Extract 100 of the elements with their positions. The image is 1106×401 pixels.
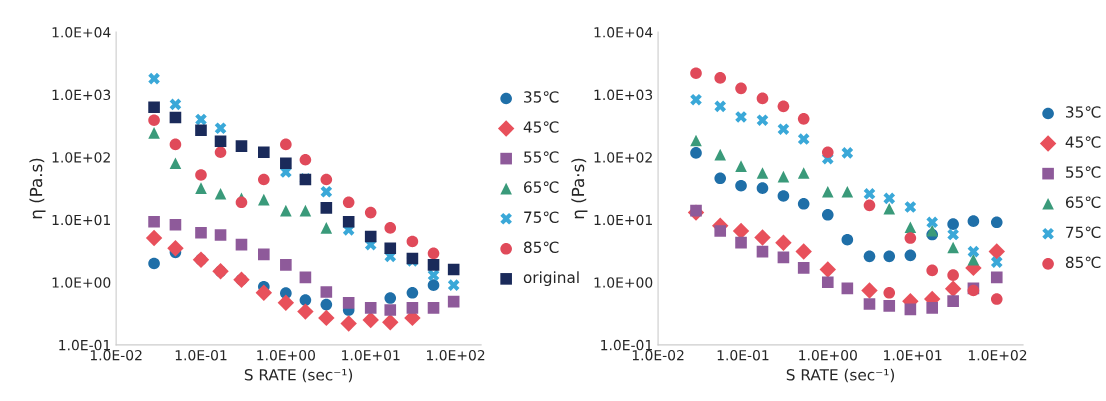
y-axis-title: η (Pa·s) bbox=[571, 158, 588, 219]
point bbox=[990, 271, 1003, 284]
point bbox=[714, 225, 727, 237]
point bbox=[775, 234, 792, 251]
legend-label: 75℃ bbox=[524, 211, 559, 223]
point bbox=[904, 232, 917, 244]
point bbox=[299, 271, 312, 284]
x-tick-label: 1.0E+00 bbox=[799, 349, 857, 361]
x-axis-title: S RATE (sec⁻¹) bbox=[244, 368, 353, 383]
point bbox=[756, 114, 769, 127]
point bbox=[364, 230, 377, 243]
point bbox=[320, 222, 333, 234]
x-tick-label: 1.0E+02 bbox=[427, 349, 485, 361]
point bbox=[735, 236, 747, 249]
point bbox=[777, 100, 790, 113]
y-tick-label: 1.0E+04 bbox=[52, 27, 111, 38]
point bbox=[320, 298, 333, 311]
point bbox=[863, 250, 876, 263]
y-tick-label: 1.0E+00 bbox=[594, 277, 653, 288]
legend-label: 45℃ bbox=[1065, 136, 1101, 148]
point bbox=[926, 264, 939, 277]
point bbox=[841, 185, 854, 198]
point bbox=[904, 221, 917, 234]
legend-label: 85℃ bbox=[523, 241, 559, 254]
point bbox=[320, 202, 333, 214]
point bbox=[362, 311, 379, 329]
point bbox=[821, 208, 834, 221]
point bbox=[214, 146, 227, 159]
point bbox=[714, 100, 727, 113]
point bbox=[195, 113, 207, 126]
point bbox=[427, 279, 440, 291]
point bbox=[797, 113, 810, 125]
legend-label: 55℃ bbox=[1066, 166, 1101, 178]
x-tick-label: 1.0E+01 bbox=[884, 349, 942, 361]
point bbox=[384, 292, 397, 304]
point bbox=[258, 193, 270, 206]
point bbox=[447, 295, 460, 308]
point bbox=[277, 294, 295, 312]
point bbox=[714, 72, 727, 84]
point bbox=[299, 204, 312, 217]
point bbox=[756, 92, 769, 105]
point bbox=[364, 302, 377, 314]
point bbox=[990, 216, 1003, 229]
legend-label: 45℃ bbox=[523, 121, 559, 133]
point bbox=[427, 302, 440, 314]
point bbox=[754, 229, 771, 246]
point bbox=[821, 276, 834, 289]
point bbox=[947, 269, 959, 281]
y-tick-label: 1.0E-01 bbox=[601, 339, 652, 351]
point bbox=[320, 173, 333, 186]
point bbox=[195, 169, 207, 181]
point bbox=[447, 263, 460, 276]
point bbox=[795, 243, 812, 260]
y-tick-label: 1.0E-01 bbox=[59, 339, 110, 351]
point bbox=[947, 295, 959, 307]
point bbox=[926, 216, 939, 229]
point bbox=[299, 294, 312, 306]
point bbox=[797, 197, 810, 210]
point bbox=[944, 280, 962, 297]
y-tick-label: 1.0E+04 bbox=[594, 27, 653, 38]
point bbox=[364, 206, 377, 219]
point bbox=[797, 167, 810, 179]
point bbox=[342, 297, 355, 309]
point bbox=[819, 261, 836, 278]
point bbox=[195, 182, 207, 194]
y-tick-label: 1.0E+02 bbox=[52, 152, 110, 163]
point bbox=[214, 229, 227, 241]
point bbox=[384, 242, 397, 255]
point bbox=[340, 315, 357, 332]
x-tick-label: 1.0E-02 bbox=[90, 349, 142, 361]
legend-label: 55℃ bbox=[524, 151, 559, 163]
y-axis-title: η (Pa.s) bbox=[29, 158, 46, 219]
point bbox=[883, 286, 896, 299]
point bbox=[280, 204, 292, 217]
y-tick-label: 1.0E+02 bbox=[594, 152, 652, 163]
legend-label: 85℃ bbox=[1065, 256, 1101, 269]
y-tick-label: 1.0E+03 bbox=[52, 89, 111, 101]
point bbox=[883, 300, 896, 312]
point bbox=[427, 247, 440, 260]
point bbox=[756, 167, 769, 179]
point bbox=[299, 153, 312, 166]
point bbox=[863, 187, 876, 200]
point bbox=[756, 245, 769, 258]
point bbox=[967, 245, 980, 258]
point bbox=[797, 133, 810, 145]
point bbox=[967, 215, 980, 227]
point bbox=[280, 157, 292, 170]
point bbox=[280, 138, 292, 151]
point bbox=[883, 202, 896, 215]
point bbox=[342, 215, 355, 228]
legend-label: 35℃ bbox=[1066, 106, 1101, 118]
point bbox=[863, 298, 876, 310]
point bbox=[235, 238, 248, 251]
point bbox=[427, 259, 440, 271]
point bbox=[735, 179, 747, 192]
point bbox=[406, 235, 419, 248]
point bbox=[841, 147, 854, 159]
point bbox=[280, 259, 292, 271]
point bbox=[735, 160, 747, 172]
point bbox=[821, 185, 834, 198]
